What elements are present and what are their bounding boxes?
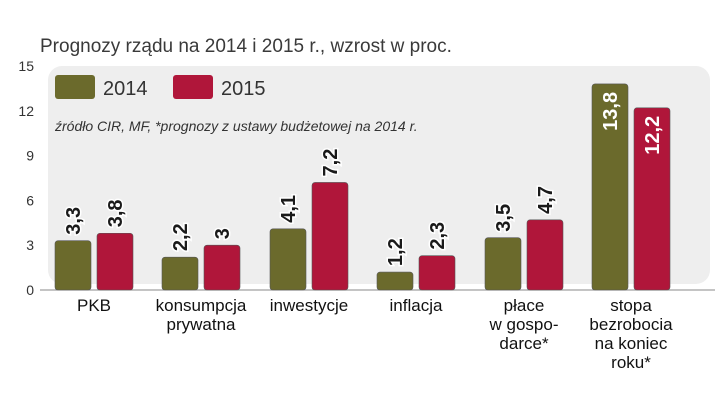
bar-2014-5 <box>591 83 629 291</box>
value-label: 4,7 <box>535 186 557 214</box>
bars: 3,3 2,2 4,1 1,2 3,5 13,8 3,8 3 7,2 2,3 4,7 12,2 <box>54 83 671 291</box>
value-label: 12,2 <box>642 116 664 155</box>
bar-2014-4 <box>484 237 522 291</box>
value-label: 2,3 <box>427 222 449 250</box>
value-label: 3,8 <box>105 199 127 227</box>
chart-title: Prognozy rządu na 2014 i 2015 r., wzrost… <box>40 36 452 57</box>
category-label: prywatna <box>167 315 237 334</box>
legend: 2014 2015 <box>55 75 266 100</box>
value-label: 7,2 <box>320 149 342 177</box>
category-label: w gospo- <box>489 315 559 334</box>
value-label: 3,5 <box>493 204 515 232</box>
category-label: bezrobocia <box>589 315 673 334</box>
category-label: konsumpcja <box>156 296 247 315</box>
category-label: PKB <box>77 296 111 315</box>
bar-2014-1 <box>161 256 199 291</box>
y-axis: 0 3 6 9 12 15 <box>18 58 34 298</box>
category-label: na koniec <box>595 334 668 353</box>
y-tick-label: 15 <box>18 58 34 74</box>
value-label: 1,2 <box>385 238 407 266</box>
y-tick-label: 6 <box>26 192 34 208</box>
bar-2015-5 <box>633 107 671 291</box>
bar-2014-2 <box>269 228 307 291</box>
legend-swatch-2015 <box>173 75 213 99</box>
value-label: 3,3 <box>63 207 85 235</box>
value-label: 2,2 <box>170 223 192 251</box>
y-tick-label: 0 <box>26 282 34 298</box>
category-label: darce* <box>499 334 549 353</box>
bar-2015-1 <box>203 244 241 291</box>
bar-2014-3 <box>376 271 414 291</box>
bar-2015-0 <box>96 232 134 291</box>
source-note: źródło CIR, MF, *prognozy z ustawy budże… <box>54 118 418 134</box>
legend-label: 2015 <box>221 78 266 100</box>
category-label: stopa <box>610 296 652 315</box>
legend-label: 2014 <box>103 78 148 100</box>
category-label: roku* <box>611 353 651 372</box>
y-tick-label: 9 <box>26 148 34 164</box>
category-label: inwestycje <box>270 296 348 315</box>
value-label: 13,8 <box>600 92 622 131</box>
value-label: 3 <box>212 228 234 239</box>
y-tick-label: 3 <box>26 237 34 253</box>
bar-2014-0 <box>54 240 92 291</box>
category-label: płace <box>504 296 545 315</box>
value-label: 4,1 <box>278 195 300 223</box>
bar-2015-2 <box>311 182 349 291</box>
legend-swatch-2014 <box>55 75 95 99</box>
y-tick-label: 12 <box>18 103 34 119</box>
category-label: inflacja <box>390 296 443 315</box>
bar-2015-3 <box>418 255 456 291</box>
bar-2015-4 <box>526 219 564 291</box>
